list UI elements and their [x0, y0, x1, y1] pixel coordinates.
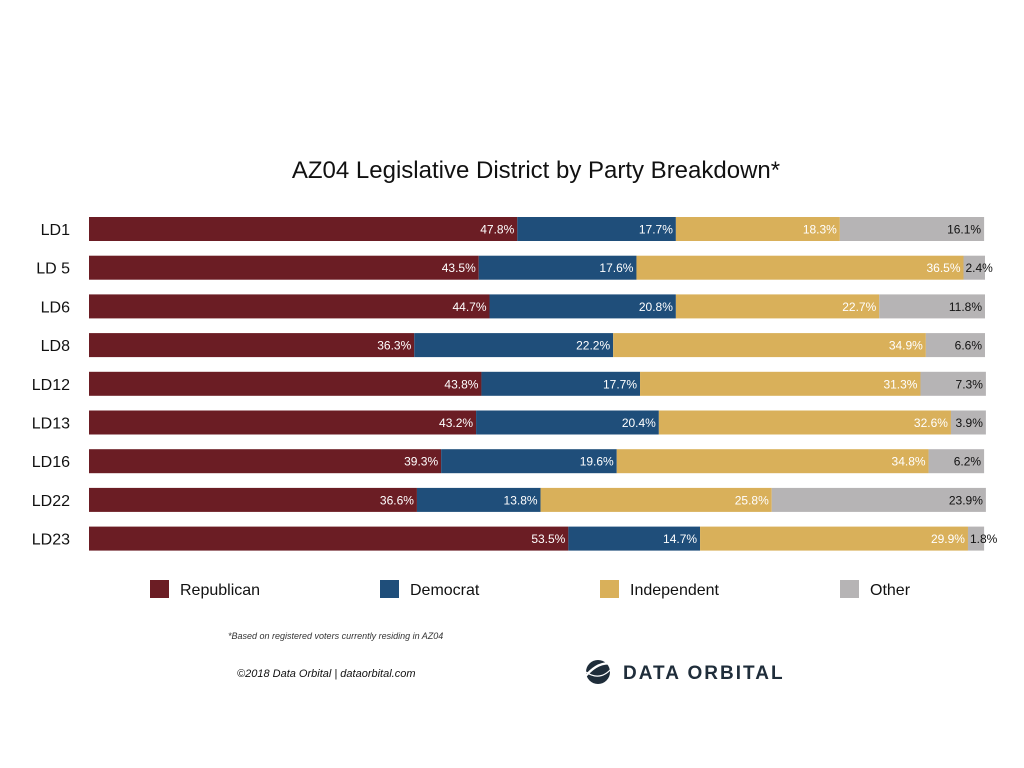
legend-swatch-republican: [150, 580, 169, 598]
bar-other-ld23: [967, 526, 985, 551]
data-label-republican-ld23: 53.5%: [531, 532, 565, 546]
bar-independent-ld6: [675, 294, 880, 319]
row-label-ld23: LD23: [32, 532, 70, 549]
data-label-democrat-ld8: 22.2%: [576, 339, 610, 353]
bar-democrat-ld12: [481, 371, 641, 396]
data-label-independent-ld23: 29.9%: [931, 532, 965, 546]
bar-independent-ld12: [640, 371, 921, 396]
data-label-independent-ld6: 22.7%: [842, 300, 876, 314]
bar-independent-ld22: [540, 487, 772, 512]
data-label-other-ld8: 6.6%: [955, 339, 983, 353]
data-label-independent-ld22: 25.8%: [735, 493, 769, 507]
row-label-ld1: LD1: [41, 222, 70, 239]
bar-other-ld22: [771, 487, 986, 512]
data-label-democrat-ld22: 13.8%: [504, 493, 538, 507]
data-label-other-ld13: 3.9%: [956, 416, 984, 430]
bar-republican-ld-5: [89, 255, 479, 280]
legend-label-republican: Republican: [180, 582, 260, 599]
bar-democrat-ld16: [441, 449, 617, 474]
data-label-other-ld6: 11.8%: [949, 300, 982, 314]
data-label-independent-ld12: 31.3%: [883, 377, 917, 391]
row-label-ld22: LD22: [32, 493, 70, 510]
bar-other-ld8: [925, 333, 985, 358]
chart-title: AZ04 Legislative District by Party Break…: [292, 157, 780, 184]
data-label-republican-ld6: 44.7%: [452, 300, 486, 314]
data-label-other-ld-5: 2.4%: [966, 261, 994, 275]
orbit-globe-logo: [583, 660, 615, 684]
credit-line: ©2018 Data Orbital | dataorbital.com: [237, 668, 416, 680]
data-label-other-ld16: 6.2%: [954, 455, 982, 469]
bar-republican-ld8: [89, 333, 415, 358]
chart-rows: LD1 47.8% 17.7% 18.3% 16.1% LD 5 43.5% 17.6% 36.…: [32, 217, 998, 551]
bar-republican-ld23: [89, 526, 569, 551]
bar-other-ld12: [920, 371, 986, 396]
bar-democrat-ld6: [489, 294, 676, 319]
data-label-other-ld22: 23.9%: [949, 493, 983, 507]
legend-label-other: Other: [870, 582, 911, 599]
bar-independent-ld13: [658, 410, 951, 435]
bar-other-ld16: [928, 449, 985, 474]
bar-republican-ld12: [89, 371, 482, 396]
row-label-ld16: LD16: [32, 454, 70, 471]
data-label-republican-ld16: 39.3%: [404, 455, 438, 469]
data-label-other-ld23: 1.8%: [970, 532, 998, 546]
data-label-other-ld1: 16.1%: [947, 223, 981, 237]
bar-other-ld13: [950, 410, 986, 435]
row-label-ld-5: LD 5: [36, 261, 70, 278]
bar-republican-ld16: [89, 449, 442, 474]
bar-republican-ld13: [89, 410, 477, 435]
brand-name: DATA ORBITAL: [623, 663, 785, 684]
data-label-republican-ld13: 43.2%: [439, 416, 473, 430]
data-label-democrat-ld-5: 17.6%: [599, 261, 633, 275]
data-label-independent-ld16: 34.8%: [892, 455, 926, 469]
bar-democrat-ld22: [416, 487, 541, 512]
bar-independent-ld8: [613, 333, 926, 358]
bar-democrat-ld23: [568, 526, 701, 551]
bar-democrat-ld-5: [478, 255, 637, 280]
row-label-ld13: LD13: [32, 416, 70, 433]
bar-republican-ld22: [89, 487, 417, 512]
bar-independent-ld23: [700, 526, 968, 551]
bar-independent-ld1: [675, 217, 840, 241]
data-label-democrat-ld13: 20.4%: [622, 416, 656, 430]
data-label-republican-ld-5: 43.5%: [442, 261, 476, 275]
row-label-ld6: LD6: [41, 299, 70, 316]
legend-swatch-independent: [600, 580, 619, 598]
bar-independent-ld-5: [636, 255, 964, 280]
bar-independent-ld16: [616, 449, 929, 474]
data-label-independent-ld8: 34.9%: [889, 339, 923, 353]
data-label-democrat-ld16: 19.6%: [580, 455, 614, 469]
data-label-democrat-ld12: 17.7%: [603, 377, 637, 391]
row-label-ld8: LD8: [41, 338, 70, 355]
data-label-republican-ld22: 36.6%: [380, 493, 414, 507]
legend-swatch-democrat: [380, 580, 399, 598]
bar-democrat-ld1: [517, 217, 676, 241]
bar-other-ld-5: [963, 255, 985, 280]
data-label-democrat-ld6: 20.8%: [639, 300, 673, 314]
legend-swatch-other: [840, 580, 859, 598]
bar-republican-ld1: [89, 217, 518, 241]
bar-republican-ld6: [89, 294, 490, 319]
data-label-republican-ld12: 43.8%: [444, 377, 478, 391]
data-label-democrat-ld23: 14.7%: [663, 532, 697, 546]
data-label-democrat-ld1: 17.7%: [639, 223, 673, 237]
data-label-republican-ld8: 36.3%: [377, 339, 411, 353]
legend-label-democrat: Democrat: [410, 582, 480, 599]
bar-other-ld1: [839, 217, 985, 241]
data-label-independent-ld1: 18.3%: [803, 223, 837, 237]
legend-label-independent: Independent: [630, 582, 720, 599]
data-label-independent-ld13: 32.6%: [914, 416, 948, 430]
data-label-republican-ld1: 47.8%: [480, 223, 514, 237]
bar-democrat-ld8: [414, 333, 614, 358]
footnote: *Based on registered voters currently re…: [228, 631, 443, 641]
chart-legend: Republican Democrat Independent Other: [150, 580, 911, 599]
row-label-ld12: LD12: [32, 377, 70, 394]
data-label-other-ld12: 7.3%: [956, 377, 984, 391]
bar-other-ld6: [879, 294, 985, 319]
data-label-independent-ld-5: 36.5%: [926, 261, 960, 275]
bar-democrat-ld13: [476, 410, 659, 435]
